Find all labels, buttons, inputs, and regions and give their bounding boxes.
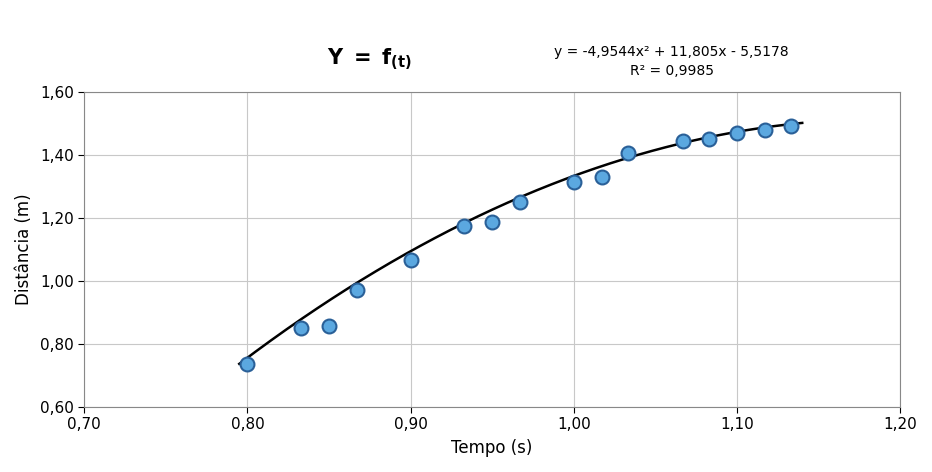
Point <box>457 222 472 229</box>
Point <box>676 137 691 144</box>
Text: $\mathbf{Y\ =\ f_{(t)}}$: $\mathbf{Y\ =\ f_{(t)}}$ <box>327 46 412 72</box>
Point <box>702 135 717 143</box>
Text: y = -4,9544x² + 11,805x - 5,5178: y = -4,9544x² + 11,805x - 5,5178 <box>555 45 789 59</box>
Point <box>404 256 418 264</box>
Point <box>620 150 635 157</box>
Point <box>783 123 798 130</box>
Text: R² = 0,9985: R² = 0,9985 <box>630 64 714 77</box>
Point <box>485 219 500 226</box>
X-axis label: Tempo (s): Tempo (s) <box>451 439 533 457</box>
Point <box>350 287 364 294</box>
Y-axis label: Distância (m): Distância (m) <box>15 194 33 305</box>
Point <box>567 178 582 185</box>
Point <box>294 324 308 332</box>
Point <box>322 322 336 330</box>
Point <box>730 129 745 136</box>
Point <box>240 360 254 368</box>
Point <box>757 126 772 134</box>
Point <box>594 173 609 181</box>
Point <box>513 198 528 206</box>
